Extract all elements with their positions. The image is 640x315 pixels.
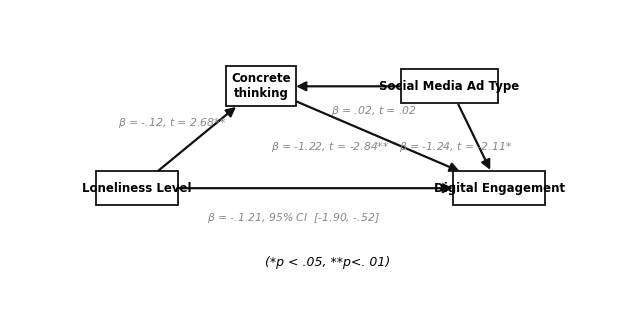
FancyBboxPatch shape <box>453 171 545 205</box>
Text: $\beta$ = -.12, $t$ = 2.68**: $\beta$ = -.12, $t$ = 2.68** <box>118 116 226 130</box>
Text: Loneliness Level: Loneliness Level <box>83 182 192 195</box>
Text: $\beta$ = -.1.21, 95% CI  [-1.90, -.52]: $\beta$ = -.1.21, 95% CI [-1.90, -.52] <box>207 211 380 226</box>
Text: Social Media Ad Type: Social Media Ad Type <box>380 80 520 93</box>
Text: $\beta$ = -1.24, $t$ = -2.11*: $\beta$ = -1.24, $t$ = -2.11* <box>399 140 513 154</box>
Text: Digital Engagement: Digital Engagement <box>433 182 564 195</box>
Text: $\beta$ = -1.22, $t$ = -2.84**: $\beta$ = -1.22, $t$ = -2.84** <box>271 140 390 154</box>
Text: $\beta$ = .02, $t$ = .02: $\beta$ = .02, $t$ = .02 <box>331 104 417 117</box>
FancyBboxPatch shape <box>96 171 178 205</box>
Text: (*p < .05, **p<. 01): (*p < .05, **p<. 01) <box>266 256 390 269</box>
Text: Concrete
thinking: Concrete thinking <box>231 72 291 100</box>
FancyBboxPatch shape <box>227 66 296 106</box>
FancyBboxPatch shape <box>401 69 498 103</box>
